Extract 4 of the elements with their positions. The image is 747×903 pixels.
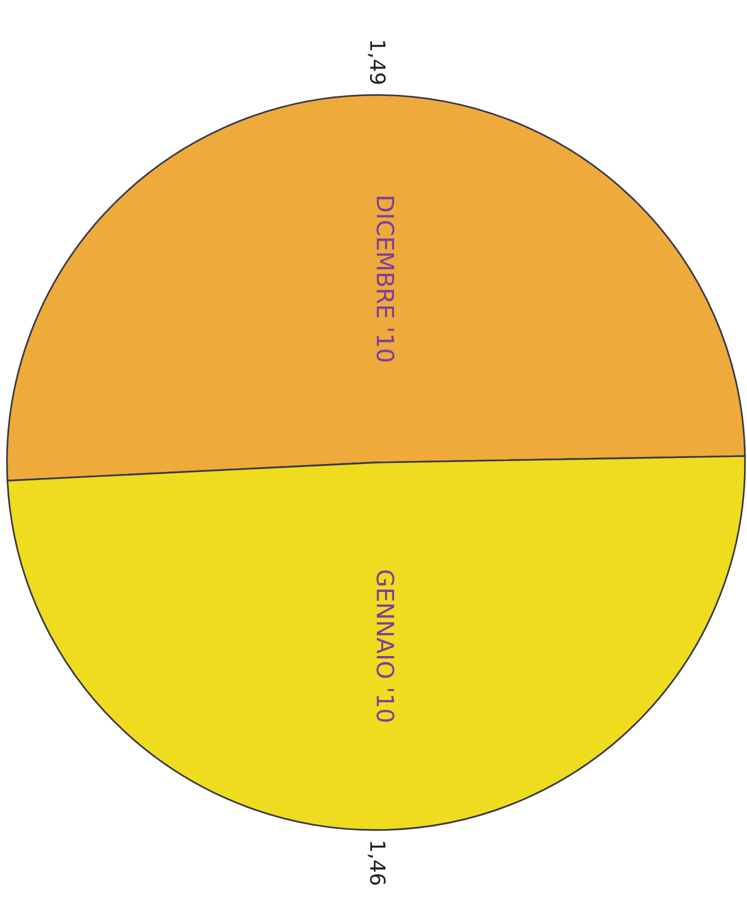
slice-label: DICEMBRE '10 bbox=[376, 196, 394, 362]
data-label: 1,49 bbox=[368, 41, 386, 84]
slice-label: GENNAIO '10 bbox=[376, 570, 394, 722]
data-label: 1,46 bbox=[368, 842, 386, 885]
